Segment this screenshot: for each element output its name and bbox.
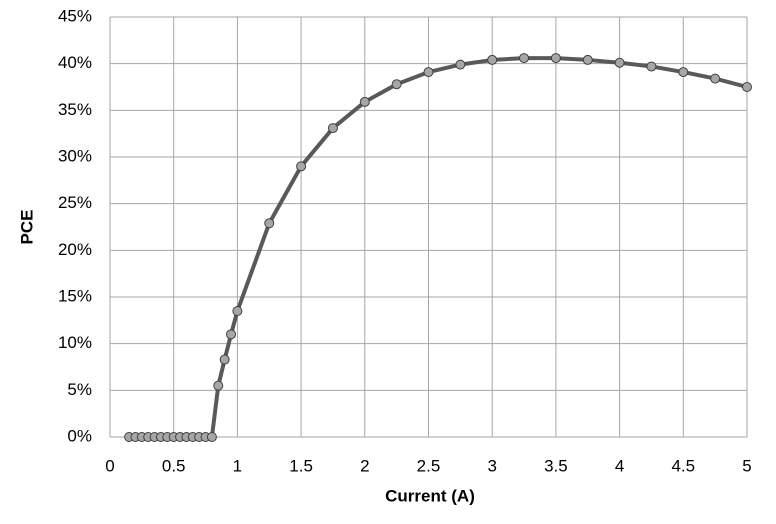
data-point [296,161,307,172]
y-tick-label: 10% [58,333,92,352]
x-tick-label: 3 [487,456,496,475]
y-tick-label: 20% [58,240,92,259]
data-point [678,67,689,78]
data-point [226,329,237,340]
data-point [646,61,657,72]
y-tick-label: 5% [67,380,92,399]
x-tick-label: 1.5 [289,456,313,475]
data-point [487,54,498,65]
x-tick-label: 5 [742,456,751,475]
x-tick-label: 0 [105,456,114,475]
y-tick-label: 35% [58,100,92,119]
data-point [264,218,275,229]
x-tick-label: 3.5 [544,456,568,475]
data-point [359,96,370,107]
x-tick-label: 4 [615,456,624,475]
x-tick-label: 1 [233,456,242,475]
y-tick-label: 15% [58,286,92,305]
data-point [213,380,224,391]
data-point [423,67,434,78]
y-tick-label: 0% [67,426,92,445]
y-tick-label: 45% [58,6,92,25]
x-tick-label: 2.5 [417,456,441,475]
data-point [550,53,561,64]
x-axis-title: Current (A) [385,486,475,505]
y-tick-label: 25% [58,193,92,212]
x-tick-label: 2 [360,456,369,475]
x-tick-label: 4.5 [671,456,695,475]
data-point [582,54,593,65]
y-tick-label: 40% [58,53,92,72]
data-point [614,57,625,68]
data-point [232,306,243,316]
data-point [519,53,530,64]
data-point [742,82,752,92]
y-axis-title: PCE [17,210,36,245]
data-point [455,59,466,70]
data-point [391,79,402,90]
data-point [327,123,338,134]
y-tick-label: 30% [58,146,92,165]
data-point [219,354,230,365]
data-point [710,73,721,84]
series-line [129,56,748,439]
data-point [206,432,217,442]
x-tick-label: 0.5 [162,456,186,475]
